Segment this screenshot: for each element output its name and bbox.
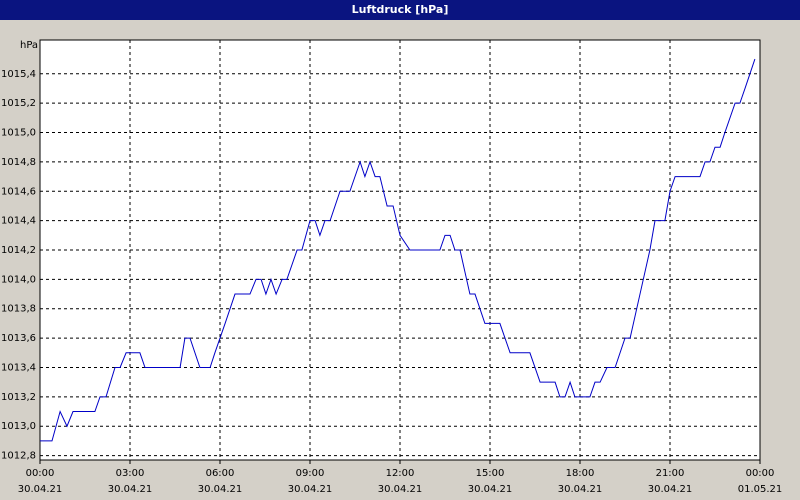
y-tick-label: 1014,2	[1, 245, 36, 256]
x-tick-label: 00:00	[746, 468, 775, 479]
y-tick-label: 1014,6	[1, 186, 36, 197]
x-tick-date: 30.04.21	[468, 484, 513, 495]
x-tick-label: 00:00	[26, 468, 55, 479]
x-tick-date: 30.04.21	[378, 484, 423, 495]
y-tick-label: 1013,6	[1, 333, 36, 344]
x-tick-date: 30.04.21	[198, 484, 243, 495]
y-tick-label: 1013,4	[1, 362, 36, 373]
title-bar	[0, 0, 800, 20]
chart-title: Luftdruck [hPa]	[352, 3, 449, 16]
x-tick-label: 06:00	[206, 468, 235, 479]
y-tick-label: 1012,8	[1, 451, 36, 462]
x-tick-date: 30.04.21	[288, 484, 333, 495]
y-tick-label: 1015,4	[1, 69, 36, 80]
x-tick-date: 30.04.21	[558, 484, 603, 495]
x-tick-label: 09:00	[296, 468, 325, 479]
y-axis-label: hPa	[20, 40, 38, 51]
y-tick-label: 1013,0	[1, 421, 36, 432]
y-tick-label: 1013,8	[1, 304, 36, 315]
data-line	[40, 58, 756, 442]
y-tick-label: 1015,0	[1, 128, 36, 139]
y-tick-label: 1014,0	[1, 274, 36, 285]
x-tick-label: 12:00	[386, 468, 415, 479]
x-tick-label: 21:00	[656, 468, 685, 479]
y-tick-label: 1014,8	[1, 157, 36, 168]
x-tick-label: 03:00	[116, 468, 145, 479]
x-tick-label: 15:00	[476, 468, 505, 479]
x-tick-label: 18:00	[566, 468, 595, 479]
y-tick-label: 1014,4	[1, 216, 36, 227]
y-tick-label: 1015,2	[1, 98, 36, 109]
x-tick-date: 01.05.21	[738, 484, 783, 495]
x-tick-date: 30.04.21	[108, 484, 153, 495]
x-tick-date: 30.04.21	[648, 484, 693, 495]
y-tick-label: 1013,2	[1, 392, 36, 403]
x-tick-date: 30.04.21	[18, 484, 63, 495]
